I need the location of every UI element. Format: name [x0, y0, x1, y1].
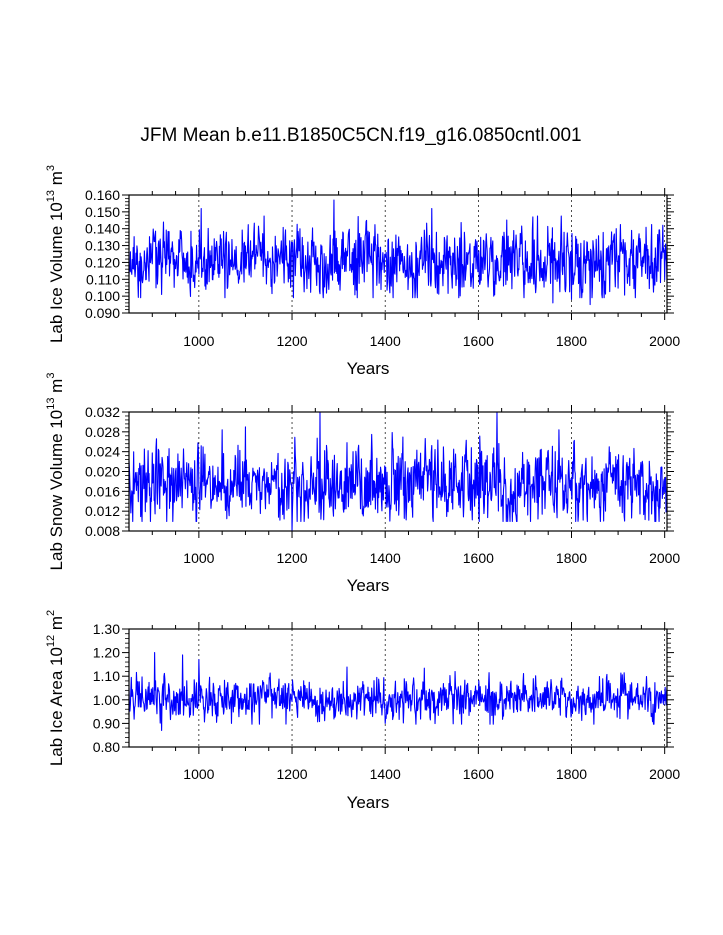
y-axis-label-superscript: 13: [45, 190, 57, 202]
y-axis-label: Lab Ice Volume 1013 m3: [45, 165, 66, 343]
plot-frame: [128, 628, 668, 748]
x-tick-label: 1800: [556, 766, 587, 782]
y-tick-label: 0.110: [86, 271, 120, 287]
y-axis-label-part: Lab Ice Area 10: [47, 647, 66, 766]
x-axis-label: Years: [347, 576, 390, 595]
y-tick-label: 0.140: [85, 221, 120, 237]
x-tick-label: 1000: [183, 550, 214, 566]
x-tick-label: 1000: [183, 766, 214, 782]
x-tick-label: 1000: [183, 333, 214, 349]
y-axis-label: Lab Ice Area 1012 m2: [45, 610, 66, 766]
x-axis-label: Years: [347, 359, 390, 378]
x-tick-label: 1200: [276, 766, 307, 782]
y-tick-label: 0.120: [85, 254, 120, 270]
y-axis-label-superscript: 13: [45, 398, 57, 410]
chart-panel-2: 1000 1200 1400 1600 1800 2000 0.008 0.012 0.016 0…: [45, 373, 680, 595]
y-tick-label: 0.100: [85, 288, 120, 304]
y-tick-label: 0.80: [93, 739, 120, 755]
x-tick-label: 1800: [556, 550, 587, 566]
y-tick-label: 0.020: [85, 464, 120, 480]
y-tick-label: 0.90: [93, 715, 120, 731]
y-tick-label: 0.130: [85, 238, 120, 254]
chart-panel-3: 1000 1200 1400 1600 1800 2000 0.80 0.90 1.00 1.10…: [45, 610, 680, 812]
y-axis-label-superscript: 12: [45, 635, 57, 647]
x-tick-label: 2000: [649, 550, 680, 566]
plot-frame: [128, 194, 668, 314]
x-tick-label: 1600: [463, 766, 494, 782]
y-tick-label: 0.160: [85, 187, 120, 203]
y-axis-label-superscript: 2: [45, 610, 57, 616]
figure-title: JFM Mean b.e11.B1850C5CN.f19_g16.0850cnt…: [140, 125, 581, 146]
y-tick-label: 1.20: [93, 645, 120, 661]
x-tick-label: 2000: [649, 333, 680, 349]
y-axis-label-part: Lab Snow Volume 10: [47, 410, 66, 571]
x-tick-label: 1600: [463, 550, 494, 566]
y-tick-label: 0.028: [85, 424, 120, 440]
y-tick-label: 0.008: [85, 523, 120, 539]
y-tick-label: 0.016: [85, 483, 120, 499]
x-tick-label: 1600: [463, 333, 494, 349]
y-tick-label: 0.150: [85, 204, 120, 220]
series-line: [128, 199, 668, 306]
y-axis-label-superscript: 3: [45, 373, 57, 379]
y-tick-label: 0.024: [85, 444, 120, 460]
y-tick-label: 0.012: [85, 503, 120, 519]
x-tick-label: 1400: [370, 550, 401, 566]
x-tick-label: 1400: [370, 333, 401, 349]
y-axis-label-part: m: [47, 616, 66, 635]
x-tick-label: 1200: [276, 333, 307, 349]
y-axis-label-part: Lab Ice Volume 10: [47, 202, 66, 343]
y-tick-label: 0.090: [85, 305, 120, 321]
y-tick-label: 1.00: [93, 692, 120, 708]
y-tick-label: 1.30: [93, 621, 120, 637]
chart-panels: 1000 1200 1400 1600 1800 20000.0900.1000.1100…: [45, 165, 680, 812]
x-tick-label: 2000: [649, 766, 680, 782]
y-axis-label-part: m: [47, 379, 66, 398]
y-tick-label: 0.032: [85, 404, 120, 420]
y-tick-label: 1.10: [93, 668, 120, 684]
series-line: [128, 411, 668, 532]
x-tick-label: 1800: [556, 333, 587, 349]
y-axis-label-superscript: 3: [45, 165, 57, 171]
y-axis-label: Lab Snow Volume 1013 m3: [45, 373, 66, 571]
x-tick-label: 1400: [370, 766, 401, 782]
x-axis-label: Years: [347, 793, 390, 812]
x-tick-label: 1200: [276, 550, 307, 566]
y-axis-label-part: m: [47, 171, 66, 190]
chart-panel-1: 1000 1200 1400 1600 1800 20000.0900.1000.1100…: [45, 165, 680, 378]
series-line: [128, 652, 668, 732]
